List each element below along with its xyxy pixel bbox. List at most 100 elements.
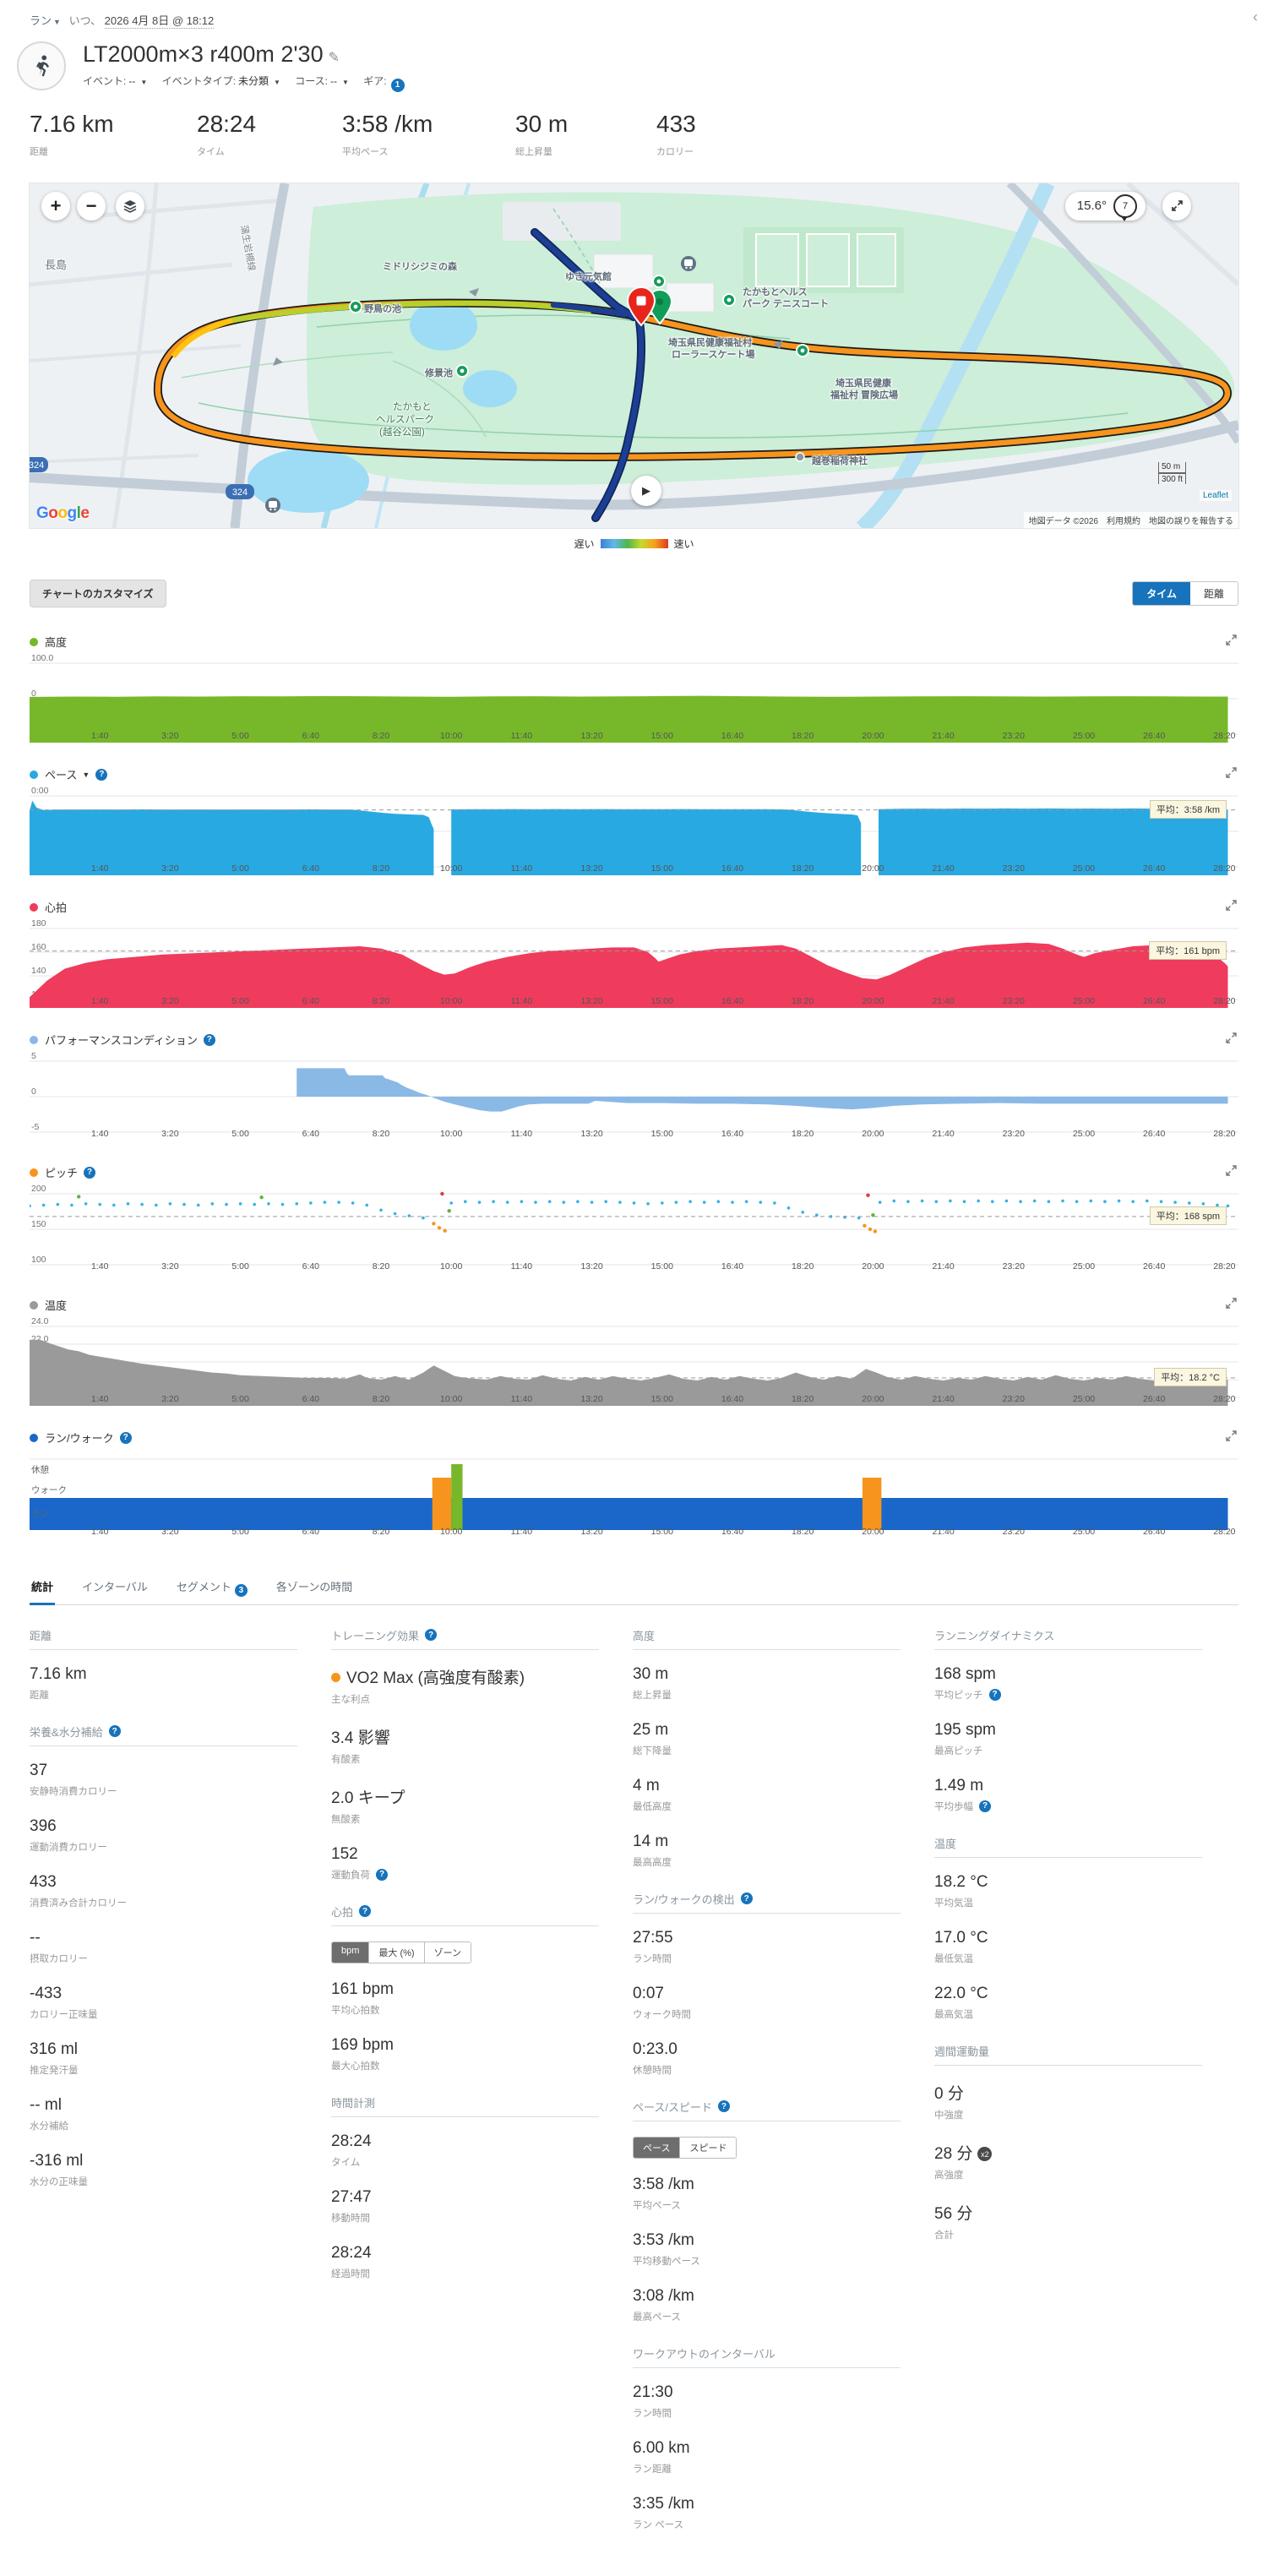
section-header-距離: 距離 bbox=[30, 1627, 297, 1650]
svg-text:13:20: 13:20 bbox=[580, 1527, 602, 1537]
stat-item: VO2 Max (高強度有酸素) 主な利点 bbox=[331, 1665, 599, 1706]
series-dot-icon bbox=[30, 1168, 38, 1177]
stat-label: 推定発汗量 bbox=[30, 2065, 79, 2076]
stat-value: 2.0 キープ bbox=[331, 1789, 405, 1807]
stat-value: 27:47 bbox=[331, 2187, 372, 2206]
svg-text:28:20: 28:20 bbox=[1213, 1394, 1235, 1404]
toggle-option-ゾーン[interactable]: ゾーン bbox=[424, 1942, 471, 1963]
average-annotation: 平均：3:58 /km bbox=[1149, 800, 1227, 820]
toggle-option-bpm[interactable]: bpm bbox=[332, 1942, 370, 1963]
event-type-value[interactable]: 未分類 bbox=[237, 75, 269, 87]
toggle-time[interactable]: タイム bbox=[1133, 581, 1190, 605]
playback-button[interactable]: ▶ bbox=[631, 475, 661, 506]
chevron-down-icon[interactable]: ▼ bbox=[273, 79, 280, 86]
map-zoom-in-button[interactable]: + bbox=[41, 191, 70, 221]
svg-text:8:20: 8:20 bbox=[373, 863, 390, 874]
map-fullscreen-button[interactable] bbox=[1162, 191, 1191, 221]
activity-datetime[interactable]: 2026 4月 8日 @ 18:12 bbox=[104, 14, 215, 29]
leaflet-attribution[interactable]: Leaflet bbox=[1199, 489, 1232, 501]
svg-text:100: 100 bbox=[31, 1255, 46, 1265]
help-icon[interactable]: ? bbox=[359, 1905, 372, 1917]
section-header-温度: 温度 bbox=[934, 1835, 1202, 1858]
chevron-down-icon[interactable]: ▼ bbox=[341, 79, 349, 86]
report-error-link[interactable]: 地図の誤りを報告する bbox=[1149, 516, 1233, 526]
help-icon[interactable]: ? bbox=[988, 1688, 1001, 1701]
help-icon[interactable]: ? bbox=[108, 1725, 121, 1737]
svg-text:21:40: 21:40 bbox=[932, 1394, 954, 1404]
stat-item: 169 bpm 最大心拍数 bbox=[331, 2036, 599, 2072]
expand-chart-icon[interactable] bbox=[1226, 766, 1237, 781]
chart-plot-pace[interactable]: 0:0010:0020:001:403:205:006:408:2010:001… bbox=[30, 786, 1238, 875]
chart-header-performance-condition: パフォーマンスコンディション? bbox=[30, 1031, 1238, 1049]
toggle-option-スピード[interactable]: スピード bbox=[680, 2137, 737, 2158]
expand-chart-icon[interactable] bbox=[1226, 634, 1237, 648]
customize-charts-button[interactable]: チャートのカスタマイズ bbox=[30, 579, 166, 607]
svg-text:23:20: 23:20 bbox=[1003, 731, 1025, 741]
stat-label: 平均ペース bbox=[633, 2200, 681, 2211]
svg-text:1:40: 1:40 bbox=[91, 1129, 109, 1139]
chart-plot-cadence[interactable]: 200 150 100 1:40 3:20 5:00 6:40 8:20 10:00 11:40 1… bbox=[28, 1184, 1238, 1273]
route-map[interactable]: 324 324 長島 蒲生岩槻線 ミドリシジミの森 ゆき元気館 たかもとヘルス パーク テ… bbox=[30, 182, 1238, 528]
chart-plot-temperature[interactable]: 24.022.020.018.016.01:403:205:006:408:20… bbox=[30, 1316, 1238, 1406]
map-layers-button[interactable] bbox=[116, 191, 144, 221]
svg-text:5:00: 5:00 bbox=[231, 731, 249, 741]
toggle-distance[interactable]: 距離 bbox=[1189, 581, 1238, 605]
help-icon[interactable]: ? bbox=[425, 1629, 438, 1641]
svg-text:10:00: 10:00 bbox=[440, 1394, 462, 1404]
help-icon[interactable]: ? bbox=[84, 1166, 96, 1179]
chevron-down-icon[interactable]: ▼ bbox=[140, 79, 148, 86]
svg-text:3:20: 3:20 bbox=[161, 1261, 179, 1272]
help-icon[interactable]: ? bbox=[979, 1800, 991, 1812]
help-icon[interactable]: ? bbox=[119, 1431, 132, 1444]
expand-chart-icon[interactable] bbox=[1226, 1164, 1237, 1179]
svg-text:26:40: 26:40 bbox=[1143, 1527, 1165, 1537]
chart-plot-elevation[interactable]: 100.00-100.01:403:205:006:408:2010:0011:… bbox=[30, 653, 1238, 743]
toggle-option-ペース[interactable]: ペース bbox=[634, 2137, 681, 2158]
course-value[interactable]: -- bbox=[329, 75, 337, 87]
stat-value: 27:55 bbox=[633, 1928, 673, 1947]
toggle-option-最大 (%)[interactable]: 最大 (%) bbox=[369, 1942, 425, 1963]
svg-text:11:40: 11:40 bbox=[511, 1261, 533, 1272]
svg-text:11:40: 11:40 bbox=[511, 731, 533, 741]
help-icon[interactable]: ? bbox=[203, 1033, 215, 1046]
event-value[interactable]: -- bbox=[128, 75, 136, 87]
tab-統計[interactable]: 統計 bbox=[30, 1578, 56, 1605]
help-icon[interactable]: ? bbox=[95, 768, 108, 781]
stat-item: 433 消費済み合計カロリー bbox=[30, 1873, 297, 1909]
charts-container: 高度100.00-100.01:403:205:006:408:2010:001… bbox=[28, 633, 1238, 1543]
activity-type-dropdown[interactable]: ラン bbox=[30, 14, 52, 27]
expand-chart-icon[interactable] bbox=[1226, 1297, 1237, 1311]
stat-item: 3:58 /km 平均ペース bbox=[633, 2176, 901, 2212]
map-label-15: 修景池 bbox=[425, 368, 453, 379]
edit-title-icon[interactable]: ✎ bbox=[328, 51, 340, 65]
chevron-down-icon[interactable]: ▼ bbox=[82, 770, 90, 779]
gear-count-badge[interactable]: 1 bbox=[390, 78, 405, 92]
weather-badge[interactable]: 15.6° 7 bbox=[1064, 191, 1146, 221]
svg-text:1:40: 1:40 bbox=[91, 863, 109, 874]
help-icon[interactable]: ? bbox=[717, 2100, 730, 2112]
tab-インターバル[interactable]: インターバル bbox=[82, 1580, 148, 1593]
terms-link[interactable]: 利用規約 bbox=[1107, 516, 1140, 526]
map-canvas[interactable]: 324 324 bbox=[30, 182, 1238, 528]
tab-セグメント[interactable]: セグメント 3 bbox=[175, 1578, 249, 1604]
svg-text:16:40: 16:40 bbox=[721, 1527, 743, 1537]
expand-chart-icon[interactable] bbox=[1226, 1032, 1237, 1046]
gear-label: ギア: bbox=[363, 75, 387, 87]
svg-text:11:40: 11:40 bbox=[511, 996, 533, 1006]
help-icon[interactable]: ? bbox=[740, 1893, 753, 1904]
stat-item: 7.16 km 距離 bbox=[30, 1665, 297, 1702]
stat-label: タイム bbox=[331, 2157, 361, 2168]
stats-column-0: 距離 7.16 km 距離 栄養&水分補給? 37 安静時消費カロリー 396 運動消費カロリ… bbox=[30, 1627, 331, 2551]
expand-chart-icon[interactable] bbox=[1226, 1430, 1237, 1444]
collapse-panel-icon[interactable]: ‹ bbox=[1253, 8, 1258, 25]
expand-chart-icon[interactable] bbox=[1226, 899, 1237, 913]
map-zoom-out-button[interactable]: − bbox=[77, 191, 106, 221]
svg-text:5:00: 5:00 bbox=[231, 1527, 249, 1537]
svg-text:11:40: 11:40 bbox=[511, 1527, 533, 1537]
chart-plot-performance-condition[interactable]: 5 0 -5 1:40 3:20 5:00 6:40 8:20 10:00 11:40 13:20 1… bbox=[30, 1051, 1238, 1141]
help-icon[interactable]: ? bbox=[376, 1868, 388, 1881]
tab-各ゾーンの時間[interactable]: 各ゾーンの時間 bbox=[275, 1580, 353, 1593]
stat-label: 休憩時間 bbox=[633, 2065, 672, 2076]
chart-plot-heartrate[interactable]: 1801601401201:403:205:006:408:2010:0011:… bbox=[30, 918, 1238, 1008]
